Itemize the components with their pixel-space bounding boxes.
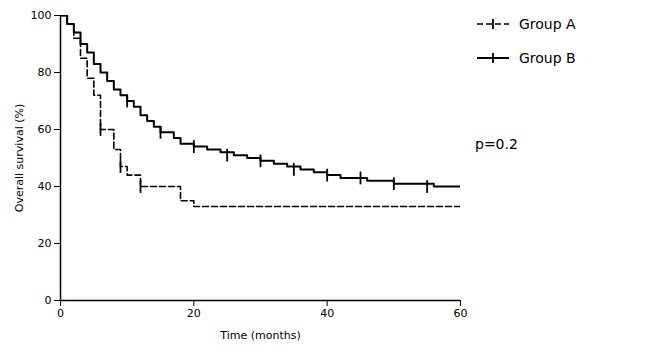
svg-text:40: 40 <box>38 180 52 193</box>
svg-text:Overall survival (%): Overall survival (%) <box>13 104 26 212</box>
svg-text:0: 0 <box>57 307 64 320</box>
html-text:Group A: Group A <box>519 16 576 32</box>
html-text:p=0.2: p=0.2 <box>475 136 518 152</box>
svg-text:Time (months): Time (months) <box>219 329 300 342</box>
svg-text:40: 40 <box>320 307 334 320</box>
svg-text:0: 0 <box>45 294 52 307</box>
svg-text:20: 20 <box>187 307 201 320</box>
svg-text:80: 80 <box>38 66 52 79</box>
svg-text:100: 100 <box>31 9 52 22</box>
html-text:Group B: Group B <box>519 50 576 66</box>
svg-text:60: 60 <box>454 307 468 320</box>
svg-text:60: 60 <box>38 123 52 136</box>
svg-text:20: 20 <box>38 237 52 250</box>
